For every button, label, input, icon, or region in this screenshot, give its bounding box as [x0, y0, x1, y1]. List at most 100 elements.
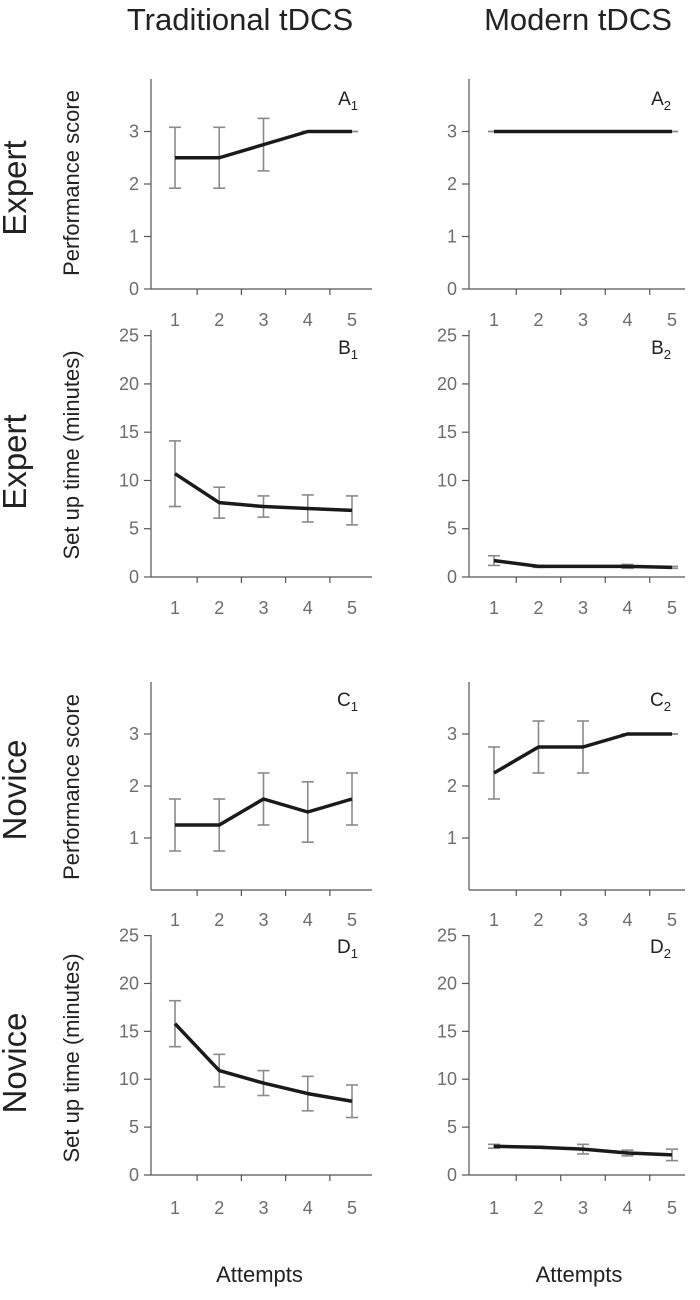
x-tick-label: 5: [667, 910, 677, 930]
row-label-1: Expert: [0, 140, 33, 235]
x-tick-label: 4: [303, 1198, 313, 1218]
y-tick-label: 0: [447, 1165, 457, 1185]
panel-letter: C: [337, 690, 351, 711]
panel-label: B1: [338, 338, 358, 362]
y-axis-title-row-1: Performance score: [59, 90, 84, 276]
x-tick-label: 1: [489, 598, 499, 618]
panel-letter: D: [337, 937, 351, 958]
x-tick-label: 4: [303, 598, 313, 618]
x-tick-label: 1: [489, 1198, 499, 1218]
x-tick-label: 5: [667, 310, 677, 330]
x-tick-label: 1: [170, 1198, 180, 1218]
y-tick-label: 25: [119, 326, 139, 346]
y-tick-label: 10: [437, 1069, 457, 1089]
y-tick-label: 0: [447, 567, 457, 587]
column-title-traditional: Traditional tDCS: [127, 2, 353, 37]
x-tick-label: 2: [533, 598, 543, 618]
panel-label: D1: [337, 937, 358, 961]
x-tick-label: 5: [347, 1198, 357, 1218]
series-line: [493, 1144, 673, 1157]
x-tick-label: 4: [622, 1198, 632, 1218]
series-line: [175, 129, 352, 160]
x-tick-label: 4: [622, 310, 632, 330]
x-tick-label: 1: [170, 310, 180, 330]
y-tick-label: 20: [437, 973, 457, 993]
series-line: [493, 558, 673, 570]
y-tick-label: 0: [129, 279, 139, 299]
y-tick-label: 15: [119, 422, 139, 442]
panels-grid: Expert Performance score Expert Set up time…: [0, 79, 685, 1287]
y-tick-label: 20: [119, 374, 139, 394]
panel-subscript: 1: [351, 946, 358, 961]
x-tick-label: 5: [347, 598, 357, 618]
y-tick-label: 3: [447, 122, 457, 142]
y-tick-label: 3: [447, 724, 457, 744]
x-tick-label: 3: [578, 1198, 588, 1218]
y-tick-label: 2: [447, 174, 457, 194]
panel-subscript: 2: [664, 347, 671, 362]
x-tick-label: 3: [258, 1198, 268, 1218]
y-tick-label: 15: [437, 1021, 457, 1041]
y-tick-label: 25: [119, 926, 139, 946]
panel-label: B2: [651, 338, 671, 362]
panel-letter: A: [651, 89, 664, 110]
y-tick-label: 1: [129, 227, 139, 247]
y-tick-label: 15: [437, 422, 457, 442]
x-tick-label: 1: [170, 598, 180, 618]
column-title-modern: Modern tDCS: [484, 2, 672, 37]
y-tick-label: 5: [447, 519, 457, 539]
panel-label: A1: [338, 89, 358, 113]
x-tick-label: 2: [533, 910, 543, 930]
y-tick-label: 10: [119, 1069, 139, 1089]
y-tick-label: 2: [129, 174, 139, 194]
x-tick-label: 3: [578, 910, 588, 930]
error-bar: [169, 999, 181, 1048]
y-tick-label: 5: [447, 1117, 457, 1137]
x-axis-title: Attempts: [536, 1262, 623, 1287]
panel-letter: D: [650, 937, 664, 958]
x-tick-label: 4: [303, 310, 313, 330]
panel-label: D2: [650, 937, 671, 961]
panel-subscript: 1: [351, 699, 358, 714]
y-tick-label: 1: [447, 227, 457, 247]
x-tick-label: 1: [489, 910, 499, 930]
x-tick-label: 3: [258, 910, 268, 930]
y-tick-label: 3: [129, 122, 139, 142]
x-tick-label: 2: [214, 910, 224, 930]
x-tick-label: 2: [214, 598, 224, 618]
series-line: [175, 797, 353, 827]
row-label-2: Expert: [0, 414, 33, 509]
y-tick-label: 5: [129, 1117, 139, 1137]
x-tick-label: 1: [489, 310, 499, 330]
y-tick-label: 10: [119, 470, 139, 490]
x-tick-label: 5: [667, 598, 677, 618]
panel-subscript: 1: [351, 98, 358, 113]
y-tick-label: 0: [447, 279, 457, 299]
series-line: [174, 472, 353, 513]
x-tick-label: 3: [578, 310, 588, 330]
panel-letter: C: [650, 690, 664, 711]
panel-label: C1: [337, 690, 358, 714]
x-tick-label: 2: [214, 310, 224, 330]
y-tick-label: 2: [129, 776, 139, 796]
y-axis-title-row-3: Performance score: [59, 694, 84, 880]
y-axis-title-row-2: Set up time (minutes): [59, 350, 84, 559]
y-tick-label: 0: [129, 1165, 139, 1185]
x-tick-label: 1: [170, 910, 180, 930]
row-label-4: Novice: [0, 1013, 33, 1114]
y-tick-label: 25: [437, 326, 457, 346]
x-tick-label: 4: [622, 910, 632, 930]
panel-letter: A: [338, 89, 351, 110]
y-tick-label: 2: [447, 776, 457, 796]
series-line: [493, 732, 672, 775]
x-tick-label: 3: [258, 598, 268, 618]
y-tick-label: 10: [437, 470, 457, 490]
series-line: [173, 1022, 353, 1103]
